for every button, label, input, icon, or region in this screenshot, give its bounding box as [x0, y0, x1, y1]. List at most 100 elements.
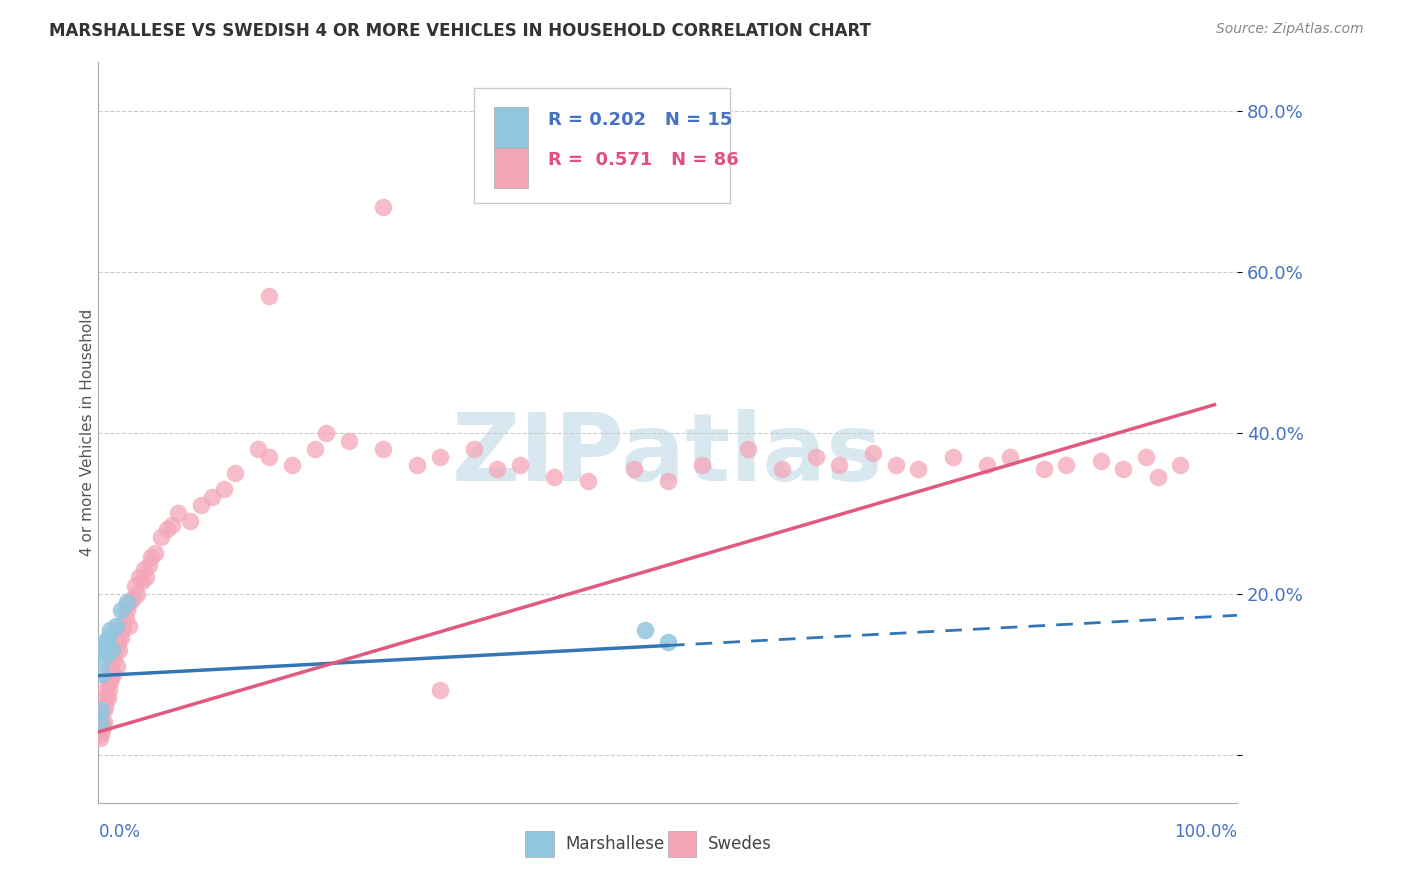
Point [105, 659, 128, 673]
Point [179, 514, 201, 528]
Point [131, 574, 153, 589]
Point [114, 610, 136, 624]
Point [124, 578, 146, 592]
Point [97, 683, 120, 698]
Point [104, 643, 127, 657]
Text: ZIPatlas: ZIPatlas [453, 409, 883, 500]
Point [96, 683, 118, 698]
Point [259, 450, 281, 464]
Point [96, 631, 118, 645]
Point [1112, 462, 1135, 476]
Point [862, 446, 884, 460]
Point [94, 699, 117, 714]
Point [201, 490, 224, 504]
Point [371, 442, 394, 456]
Text: Marshallese: Marshallese [565, 835, 665, 853]
Point [543, 470, 565, 484]
Point [463, 442, 485, 456]
Point [907, 462, 929, 476]
Point [101, 643, 124, 657]
Point [104, 619, 127, 633]
Point [509, 458, 531, 472]
Point [127, 586, 149, 600]
Point [657, 635, 679, 649]
Point [128, 570, 150, 584]
Point [804, 450, 827, 464]
Point [89, 715, 111, 730]
Point [690, 458, 713, 472]
Point [100, 671, 122, 685]
Point [190, 498, 212, 512]
Point [91, 643, 114, 657]
Point [246, 442, 269, 456]
Point [93, 651, 115, 665]
Text: R =  0.571   N = 86: R = 0.571 N = 86 [548, 152, 740, 169]
Point [101, 655, 124, 669]
Point [108, 643, 131, 657]
Point [828, 458, 851, 472]
Point [998, 450, 1021, 464]
Point [337, 434, 360, 448]
Text: 0.0%: 0.0% [98, 823, 141, 841]
Point [118, 619, 141, 633]
Point [429, 683, 451, 698]
Point [91, 719, 114, 733]
Point [94, 635, 117, 649]
Point [96, 639, 118, 653]
Bar [526, 831, 554, 857]
Point [139, 550, 162, 565]
Point [1146, 470, 1168, 484]
Point [1135, 450, 1157, 464]
Point [259, 289, 281, 303]
Point [576, 474, 599, 488]
Point [115, 602, 138, 616]
Point [120, 594, 142, 608]
Point [115, 594, 138, 608]
Point [110, 602, 132, 616]
Point [737, 442, 759, 456]
Point [96, 691, 118, 706]
Text: R = 0.202   N = 15: R = 0.202 N = 15 [548, 111, 733, 128]
Point [90, 715, 112, 730]
Point [162, 518, 184, 533]
Point [1032, 462, 1054, 476]
Point [90, 727, 112, 741]
Point [110, 631, 132, 645]
Point [657, 474, 679, 488]
Point [121, 591, 143, 605]
Point [315, 425, 337, 440]
Point [145, 546, 167, 560]
Point [406, 458, 429, 472]
Point [90, 667, 112, 681]
Point [167, 506, 190, 520]
Text: 100.0%: 100.0% [1174, 823, 1237, 841]
Point [281, 458, 304, 472]
Point [98, 623, 121, 637]
Point [107, 635, 129, 649]
Point [770, 462, 793, 476]
Point [884, 458, 907, 472]
Text: Swedes: Swedes [707, 835, 772, 853]
Point [623, 462, 645, 476]
Point [156, 522, 179, 536]
FancyBboxPatch shape [474, 88, 731, 203]
Text: Source: ZipAtlas.com: Source: ZipAtlas.com [1216, 22, 1364, 37]
Point [1054, 458, 1078, 472]
Point [135, 570, 157, 584]
Point [138, 558, 160, 573]
Point [98, 663, 121, 677]
Point [150, 530, 173, 544]
Point [371, 200, 394, 214]
Point [112, 619, 135, 633]
Point [93, 703, 115, 717]
Point [132, 562, 155, 576]
Point [976, 458, 998, 472]
Point [96, 691, 118, 706]
Point [96, 675, 118, 690]
Point [103, 651, 125, 665]
Point [224, 466, 246, 480]
Text: MARSHALLESE VS SWEDISH 4 OR MORE VEHICLES IN HOUSEHOLD CORRELATION CHART: MARSHALLESE VS SWEDISH 4 OR MORE VEHICLE… [49, 22, 872, 40]
Point [89, 731, 111, 746]
Point [98, 675, 121, 690]
Point [103, 667, 125, 681]
